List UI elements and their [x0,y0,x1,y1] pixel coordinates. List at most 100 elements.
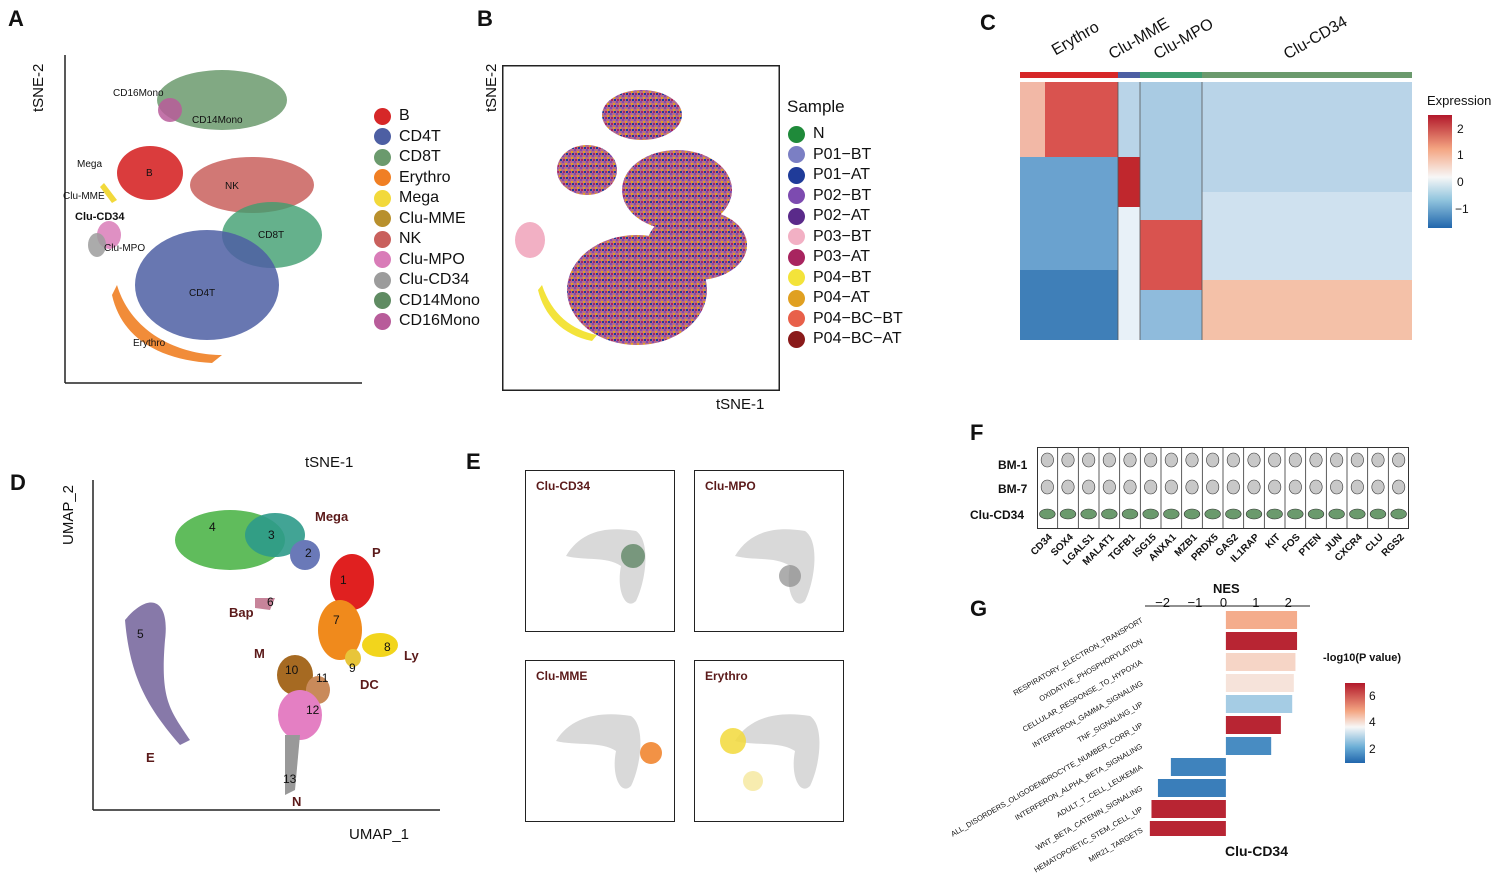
gsea-legend-tick-2: 2 [1369,742,1376,756]
legend-swatch [374,251,391,268]
legend-label: P04−BC−BT [813,309,903,327]
gsea-bar [1225,674,1294,692]
legend-swatch [788,146,805,163]
legend-swatch [788,330,805,348]
gsea-bar [1225,611,1298,629]
panel-d-ylabel: UMAP_2 [60,484,77,545]
violin-shape [1164,452,1178,468]
violin-shape [1349,508,1366,520]
panel-b-legend-item: P01−BT [788,146,871,164]
gsea-term-label: RESPIRATORY_ELECTRON_TRANSPORT [1011,615,1145,698]
violin-shape [1040,452,1054,468]
legend-swatch [788,166,805,184]
cluster-label-nk: NK [225,181,239,192]
legend-label: Clu-MPO [399,250,465,268]
panel-a-legend-item: NK [374,230,421,248]
violin-shape [1061,479,1075,495]
violin-shape [1123,452,1137,468]
heatmap-legend-title: Expression [1427,93,1492,108]
gsea-bar [1170,758,1226,776]
violin-shape [1144,452,1158,468]
gsea-legend-tick-4: 4 [1369,715,1376,729]
gsea-bar [1225,653,1296,671]
violin-shape [1142,508,1159,520]
gsea-tick-label: 0 [1219,595,1228,610]
gsea-bar [1225,695,1293,713]
mini-plot-title: Clu-CD34 [536,479,591,493]
legend-label: NK [399,230,422,247]
legend-label: CD8T [399,148,441,165]
legend-label: P01−AT [813,166,871,183]
mini-plot-title: Clu-MPO [705,479,756,493]
umap-num-5: 5 [137,627,144,641]
violin-shape [1082,479,1096,495]
gsea-bar [1225,632,1298,650]
violin-shape [1390,508,1407,520]
legend-swatch [788,125,805,143]
heatmap-tick-minus1: −1 [1455,202,1469,216]
mini-plot-title: Erythro [705,669,748,683]
legend-swatch [374,210,391,227]
panel-b-legend-item: P04−AT [788,289,870,307]
panel-b-legend-item: P04−BT [788,269,871,287]
violin-shape [1328,508,1345,520]
panel-a-legend-item: Clu-MPO [374,251,465,269]
violin-shape [1268,479,1282,495]
cluster-label-mega: Mega [77,159,103,170]
gsea-legend-tick-6: 6 [1369,689,1376,703]
umap-num-6: 6 [267,595,274,609]
umap-num-1: 1 [340,573,347,587]
legend-swatch [788,228,805,245]
panel-b-xlabel: tSNE-1 [716,396,765,413]
legend-label: P04−BC−AT [813,330,902,347]
heatmap-colorbar [1428,115,1452,228]
legend-label: P02−AT [813,207,871,224]
legend-label: Clu-MME [399,209,466,227]
violin-row-label: BM-7 [998,482,1028,496]
violin-shape [1204,508,1221,520]
legend-label: P02−BT [813,186,872,204]
panel-b-letter: B [477,6,493,31]
heatmap-tick-1: 1 [1457,148,1464,162]
panel-a-xlabel: tSNE-1 [305,454,354,471]
gsea-bar [1151,800,1226,818]
legend-swatch [788,310,805,327]
umap-num-3: 3 [268,528,275,542]
violin-shape [1330,479,1344,495]
violin-shape [1330,452,1344,468]
cluster-label-clu-mme: Clu-MME [63,191,105,202]
legend-label: CD16Mono [399,312,480,329]
legend-swatch [788,269,805,286]
panel-b-legend-item: P04−BC−BT [788,310,903,328]
violin-shape [1245,508,1263,520]
violin-shape [1369,508,1387,520]
heatmap-group-erythro: Erythro [1049,18,1103,60]
gsea-tick-label: 1 [1252,595,1260,610]
panel-g-letter: G [970,596,988,621]
violin-shape [1288,452,1302,468]
umap-label-m: M [254,646,265,661]
cluster-label-b: B [146,168,153,179]
legend-swatch [374,148,391,166]
violin-shape [1164,479,1178,495]
violin-shape [1185,452,1199,468]
gsea-tick-label: −2 [1155,595,1170,610]
legend-label: P03−BT [813,227,872,245]
panel-b-legend-item: P03−BT [788,228,871,246]
panel-b-legend-item: P01−AT [788,166,870,184]
violin-shape [1371,452,1385,468]
panel-b-legend-item: N [788,125,825,143]
legend-label: Mega [399,189,440,206]
panel-a-plot [64,55,362,384]
violin-shape [1247,479,1261,495]
heatmap-group-clu-cd34: Clu-CD34 [1281,13,1351,64]
violin-shape [1206,479,1220,495]
cluster-label-clu-cd34: Clu-CD34 [75,211,125,223]
mini-plot-clu-cd34: Clu-CD34 [525,470,675,632]
violin-shape [1309,479,1323,495]
gsea-colorbar [1345,683,1365,763]
legend-label: N [813,125,825,142]
panel-a-letter: A [8,6,24,31]
umap-num-4: 4 [209,520,216,534]
gsea-tick-label: −1 [1187,595,1203,610]
